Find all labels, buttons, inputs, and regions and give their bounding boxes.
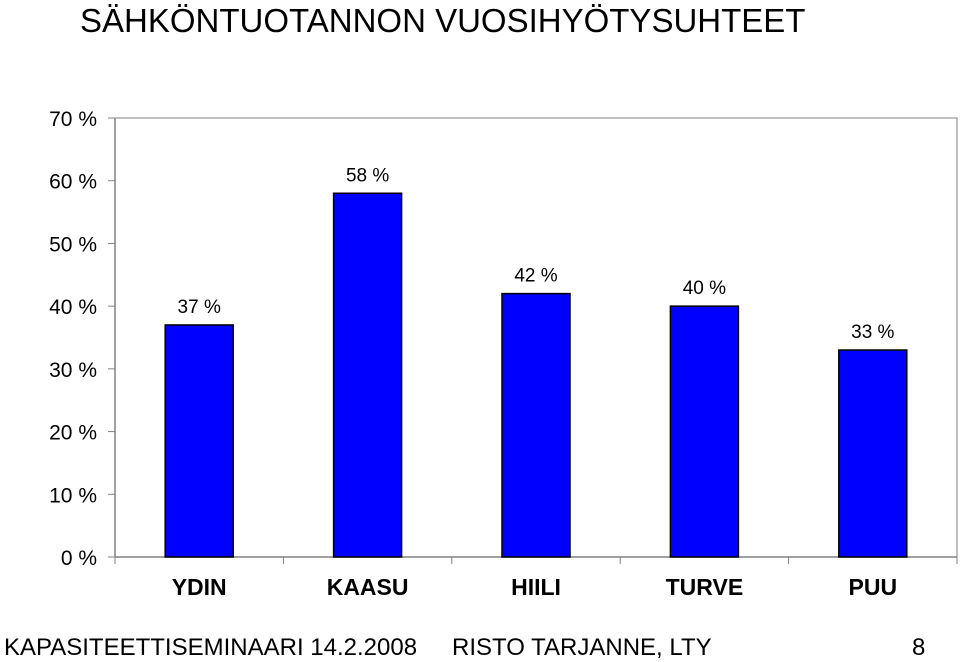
- page-number: 8: [912, 634, 926, 661]
- plot-area: 0 % 10 % 20 % 30 % 40 % 50 % 60 % 70 % 37 % YDIN 5…: [49, 108, 958, 600]
- x-tick-label: KAASU: [327, 574, 409, 600]
- chart-title: SÄHKÖNTUOTANNON VUOSIHYÖTYSUHTEET: [80, 2, 806, 39]
- data-label: 42 %: [514, 266, 557, 287]
- y-tick-label: 20 %: [49, 422, 97, 445]
- y-tick-label: 30 %: [49, 359, 97, 382]
- footer-event: KAPASITEETTISEMINAARI 14.2.2008: [4, 634, 418, 661]
- bar-kaasu: [332, 192, 403, 558]
- data-label: 58 %: [346, 165, 389, 186]
- x-tick-label: YDIN: [172, 574, 227, 600]
- bar-puu: [838, 349, 908, 558]
- y-tick-label: 10 %: [49, 484, 97, 507]
- footer-author: RISTO TARJANNE, LTY: [452, 634, 712, 661]
- x-tick-label: PUU: [849, 574, 898, 600]
- data-label: 33 %: [851, 322, 894, 343]
- y-tick-label: 70 %: [49, 108, 97, 131]
- bar-chart: 0 % 10 % 20 % 30 % 40 % 50 % 60 % 70 % 37 % YDIN 5…: [49, 108, 958, 600]
- x-tick-label: HIILI: [511, 574, 561, 600]
- y-tick-label: 60 %: [49, 171, 97, 194]
- y-tick-label: 0 %: [61, 547, 97, 570]
- y-tick-label: 40 %: [49, 296, 97, 319]
- bar-ydin: [164, 324, 234, 558]
- y-tick-label: 50 %: [49, 233, 97, 256]
- bar-hiili: [501, 292, 571, 558]
- x-tick-label: TURVE: [666, 574, 744, 600]
- data-label: 40 %: [683, 278, 726, 299]
- data-label: 37 %: [178, 297, 221, 318]
- bar-turve: [669, 305, 740, 558]
